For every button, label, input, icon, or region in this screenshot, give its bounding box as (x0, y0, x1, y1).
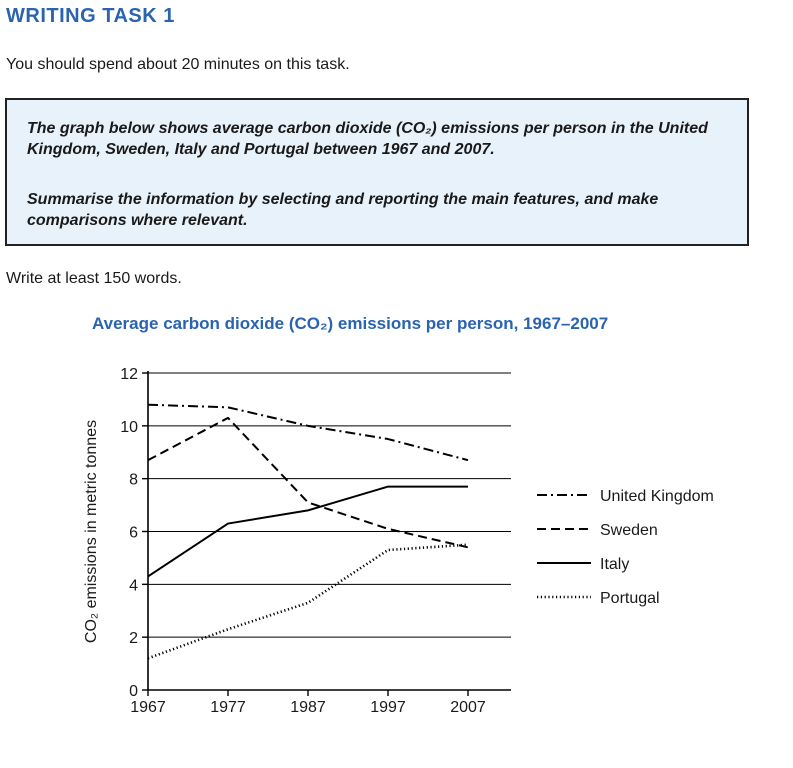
y-tick-label: 2 (129, 630, 138, 647)
chart-title: Average carbon dioxide (CO₂) emissions p… (92, 314, 609, 333)
y-tick-label: 8 (129, 472, 138, 489)
legend-label: Sweden (600, 522, 658, 539)
y-axis-title: CO₂ emissions in metric tonnes (83, 420, 100, 643)
word-count-instruction: Write at least 150 words. (6, 270, 182, 287)
legend-label: Portugal (600, 590, 660, 607)
x-tick-label: 1987 (290, 699, 326, 716)
x-tick-label: 2007 (450, 699, 486, 716)
x-tick-label: 1977 (210, 699, 246, 716)
task-prompt-instruction: Summarise the information by selecting a… (27, 191, 659, 229)
series-line-portugal (147, 543, 469, 660)
y-tick-label: 4 (129, 577, 138, 594)
series-line-united-kingdom (147, 403, 469, 462)
task-prompt-box: The graph below shows average carbon dio… (5, 98, 749, 246)
legend-label: United Kingdom (600, 488, 714, 505)
x-tick-label: 1967 (130, 699, 166, 716)
y-tick-label: 6 (129, 525, 138, 542)
y-tick-label: 10 (120, 419, 138, 436)
y-tick-label: 0 (129, 683, 138, 700)
y-tick-label: 12 (120, 366, 138, 383)
task-heading: WRITING TASK 1 (6, 5, 175, 27)
x-tick-label: 1997 (370, 699, 406, 716)
series-line-italy (147, 485, 468, 578)
legend-label: Italy (600, 556, 629, 573)
series-line-sweden (147, 416, 469, 549)
task-prompt-description: The graph below shows average carbon dio… (27, 120, 708, 158)
task-intro: You should spend about 20 minutes on thi… (6, 56, 350, 73)
